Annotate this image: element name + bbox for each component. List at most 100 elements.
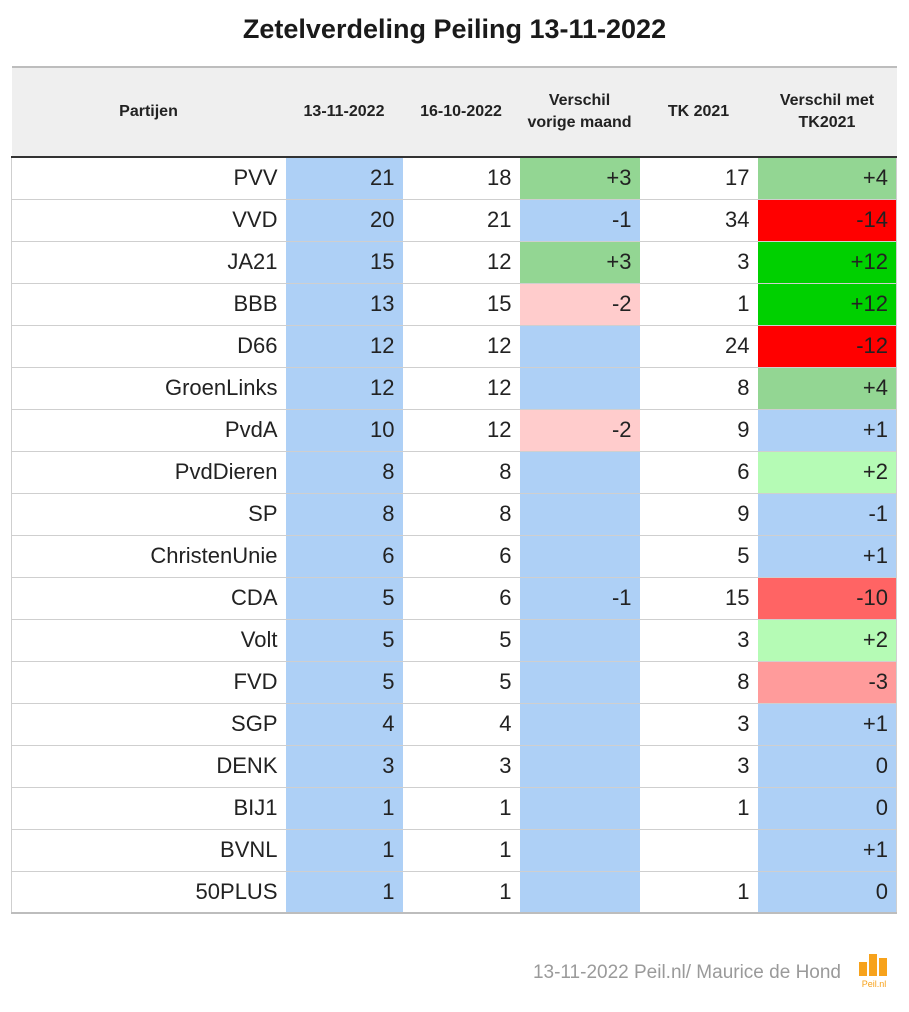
cell-tk2021: 9 <box>639 493 758 536</box>
chart-title: Zetelverdeling Peiling 13-11-2022 <box>242 14 667 44</box>
table-row: PVV 21 18 +3 17 +4 <box>11 157 897 200</box>
cell-current: 8 <box>285 451 403 494</box>
cell-diff-tk: +4 <box>757 367 897 410</box>
cell-previous: 18 <box>402 157 520 200</box>
cell-diff-tk: +4 <box>757 157 897 200</box>
cell-current: 1 <box>285 871 403 914</box>
cell-party: D66 <box>11 325 286 368</box>
cell-tk2021: 24 <box>639 325 758 368</box>
header-current: 13-11-2022 <box>285 66 403 158</box>
logo-text: Peil.nl <box>862 979 887 989</box>
cell-diff-tk: +1 <box>757 829 897 872</box>
cell-diff-month <box>519 703 640 746</box>
cell-previous: 5 <box>402 661 520 704</box>
cell-tk2021: 3 <box>639 745 758 788</box>
table-row: BVNL 1 1 +1 <box>11 829 897 872</box>
cell-tk2021: 8 <box>639 367 758 410</box>
cell-party: SP <box>11 493 286 536</box>
cell-party: GroenLinks <box>11 367 286 410</box>
cell-previous: 12 <box>402 241 520 284</box>
cell-current: 1 <box>285 787 403 830</box>
cell-diff-month <box>519 325 640 368</box>
table-row: 50PLUS 1 1 1 0 <box>11 871 897 914</box>
cell-party: ChristenUnie <box>11 535 286 578</box>
cell-current: 20 <box>285 199 403 242</box>
cell-previous: 5 <box>402 619 520 662</box>
cell-diff-tk: -1 <box>757 493 897 536</box>
cell-diff-tk: +1 <box>757 409 897 452</box>
cell-diff-month: -1 <box>519 199 640 242</box>
table-row: SP 8 8 9 -1 <box>11 493 897 536</box>
cell-diff-tk: -3 <box>757 661 897 704</box>
cell-current: 4 <box>285 703 403 746</box>
table-row: SGP 4 4 3 +1 <box>11 703 897 746</box>
cell-party: PvdA <box>11 409 286 452</box>
cell-party: BBB <box>11 283 286 326</box>
cell-current: 3 <box>285 745 403 788</box>
cell-tk2021: 9 <box>639 409 758 452</box>
cell-diff-month: +3 <box>519 157 640 200</box>
cell-party: FVD <box>11 661 286 704</box>
cell-previous: 15 <box>402 283 520 326</box>
cell-diff-tk: 0 <box>757 787 897 830</box>
cell-current: 21 <box>285 157 403 200</box>
cell-current: 12 <box>285 325 403 368</box>
cell-tk2021 <box>639 829 758 872</box>
cell-current: 5 <box>285 619 403 662</box>
cell-party: VVD <box>11 199 286 242</box>
cell-tk2021: 5 <box>639 535 758 578</box>
cell-diff-month <box>519 745 640 788</box>
table-row: FVD 5 5 8 -3 <box>11 661 897 704</box>
cell-party: JA21 <box>11 241 286 284</box>
table-row: Volt 5 5 3 +2 <box>11 619 897 662</box>
cell-tk2021: 1 <box>639 283 758 326</box>
peil-logo: Peil.nl <box>859 954 887 989</box>
cell-party: CDA <box>11 577 286 620</box>
cell-diff-month <box>519 871 640 914</box>
cell-diff-month <box>519 661 640 704</box>
cell-tk2021: 3 <box>639 619 758 662</box>
cell-current: 5 <box>285 577 403 620</box>
cell-diff-month <box>519 619 640 662</box>
header-diff-tk: Verschil met TK2021 <box>757 66 897 158</box>
cell-diff-tk: -14 <box>757 199 897 242</box>
table-row: BBB 13 15 -2 1 +12 <box>11 283 897 326</box>
footer-credit: 13-11-2022 Peil.nl/ Maurice de Hond <box>532 962 841 983</box>
table-row: PvdA 10 12 -2 9 +1 <box>11 409 897 452</box>
cell-previous: 12 <box>402 325 520 368</box>
cell-current: 13 <box>285 283 403 326</box>
header-party: Partijen <box>11 66 286 158</box>
cell-diff-month <box>519 535 640 578</box>
cell-party: DENK <box>11 745 286 788</box>
cell-diff-tk: +2 <box>757 619 897 662</box>
cell-previous: 1 <box>402 829 520 872</box>
table-row: PvdDieren 8 8 6 +2 <box>11 451 897 494</box>
cell-diff-tk: +12 <box>757 283 897 326</box>
cell-previous: 3 <box>402 745 520 788</box>
cell-diff-month <box>519 787 640 830</box>
cell-diff-tk: +2 <box>757 451 897 494</box>
cell-previous: 6 <box>402 577 520 620</box>
cell-diff-tk: +12 <box>757 241 897 284</box>
table-row: ChristenUnie 6 6 5 +1 <box>11 535 897 578</box>
cell-previous: 8 <box>402 451 520 494</box>
header-diff-month: Verschil vorige maand <box>519 66 640 158</box>
cell-previous: 12 <box>402 409 520 452</box>
cell-diff-month: -1 <box>519 577 640 620</box>
cell-diff-month <box>519 367 640 410</box>
cell-current: 10 <box>285 409 403 452</box>
cell-diff-tk: -10 <box>757 577 897 620</box>
cell-current: 15 <box>285 241 403 284</box>
cell-tk2021: 1 <box>639 871 758 914</box>
cell-diff-month <box>519 451 640 494</box>
cell-previous: 8 <box>402 493 520 536</box>
cell-previous: 4 <box>402 703 520 746</box>
cell-current: 6 <box>285 535 403 578</box>
cell-party: Volt <box>11 619 286 662</box>
cell-party: BVNL <box>11 829 286 872</box>
table-row: BIJ1 1 1 1 0 <box>11 787 897 830</box>
cell-current: 8 <box>285 493 403 536</box>
cell-current: 12 <box>285 367 403 410</box>
table-row: CDA 5 6 -1 15 -10 <box>11 577 897 620</box>
cell-party: BIJ1 <box>11 787 286 830</box>
